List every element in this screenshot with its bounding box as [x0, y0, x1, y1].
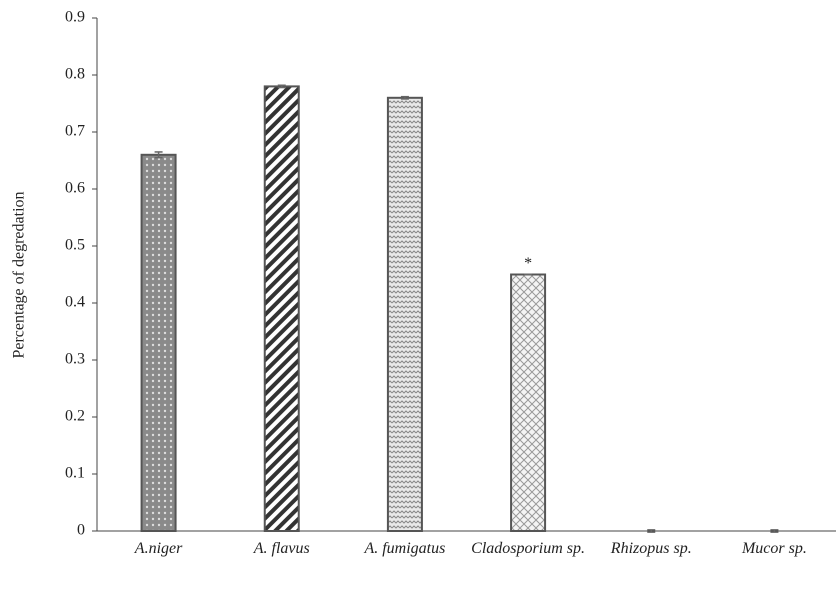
x-tick-label: Mucor sp. [741, 540, 807, 557]
bar [386, 96, 423, 533]
error-bar [770, 529, 779, 533]
error-bar [400, 95, 409, 100]
x-tick-label: Cladosporium sp. [471, 540, 585, 557]
y-tick-label: 0.9 [65, 9, 85, 26]
annotation: * [524, 255, 532, 272]
y-axis-label: Percentage of degredation [11, 191, 28, 358]
y-tick-label: 0.3 [65, 351, 85, 368]
y-tick-label: 0.4 [65, 294, 85, 311]
y-tick-label: 0.5 [65, 237, 85, 254]
x-tick-label: Rhizopus sp. [610, 540, 692, 557]
y-tick-label: 0.8 [65, 66, 85, 83]
y-tick-label: 0.1 [65, 465, 85, 482]
y-tick-label: 0.2 [65, 408, 85, 425]
bar [510, 273, 547, 532]
error-bar [154, 151, 163, 159]
bar [263, 85, 300, 533]
bar [140, 153, 177, 533]
error-bar [647, 529, 656, 533]
y-tick-label: 0.7 [65, 123, 85, 140]
y-tick-label: 0 [77, 522, 85, 539]
error-bar [277, 84, 286, 89]
x-tick-label: A. fumigatus [364, 540, 446, 557]
y-tick-label: 0.6 [65, 180, 85, 197]
x-tick-label: A.niger [134, 540, 183, 557]
x-tick-label: A. flavus [253, 540, 310, 557]
